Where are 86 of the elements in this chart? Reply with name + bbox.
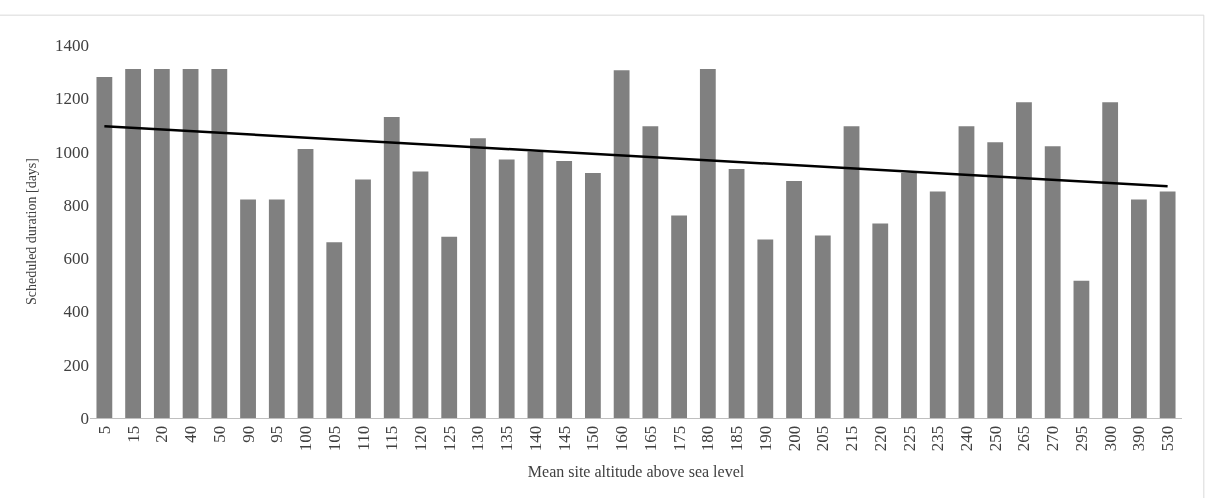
x-tick-label: 5	[94, 425, 114, 435]
y-tick-label: 1400	[55, 35, 89, 55]
x-tick-label: 530	[1158, 425, 1178, 452]
x-tick-label: 295	[1071, 425, 1091, 452]
bar	[642, 126, 659, 418]
bar	[268, 199, 285, 418]
x-tick-label: 15	[123, 425, 143, 443]
bar	[929, 191, 946, 418]
bar	[901, 172, 917, 418]
y-tick-label: 600	[63, 249, 89, 269]
bar	[1159, 191, 1176, 418]
x-tick-label: 135	[497, 425, 517, 452]
bar	[1044, 146, 1061, 418]
x-tick-label: 200	[784, 425, 804, 452]
bar	[498, 159, 515, 418]
bar	[211, 68, 228, 418]
x-tick-label: 95	[267, 425, 287, 443]
bar	[96, 76, 113, 418]
y-tick-label: 0	[80, 408, 89, 428]
bar	[1130, 199, 1147, 418]
x-tick-label: 225	[899, 425, 919, 452]
y-tick-label: 200	[63, 355, 89, 375]
y-axis-title: Scheduled duration [days]	[23, 158, 39, 305]
x-tick-label: 125	[439, 425, 459, 452]
bar	[987, 142, 1004, 418]
y-tick-label: 1200	[55, 89, 89, 109]
bar	[671, 215, 688, 418]
bar	[843, 126, 860, 418]
x-tick-label: 220	[870, 425, 890, 452]
x-tick-label: 100	[296, 425, 316, 452]
bar	[556, 160, 573, 418]
bar	[584, 172, 601, 418]
x-axis-title: Mean site altitude above sea level	[527, 463, 745, 480]
x-tick-label: 105	[324, 425, 344, 452]
x-tick-label: 165	[640, 425, 660, 452]
x-tick-label: 40	[181, 425, 201, 443]
bar	[383, 116, 400, 418]
x-tick-label: 160	[612, 425, 632, 452]
bar	[153, 68, 170, 418]
y-tick-label: 400	[63, 302, 89, 322]
x-tick-label: 175	[669, 425, 689, 452]
x-tick-label: 235	[928, 425, 948, 452]
x-tick-label: 150	[583, 425, 603, 452]
bar	[872, 223, 889, 418]
x-tick-label: 50	[209, 425, 229, 443]
bar	[613, 70, 630, 418]
bar	[728, 168, 745, 418]
x-tick-label: 130	[468, 425, 488, 452]
x-tick-label: 145	[554, 425, 574, 452]
bar	[1073, 280, 1090, 418]
x-tick-label: 270	[1043, 425, 1063, 452]
x-tick-label: 185	[727, 425, 747, 452]
bar	[1102, 102, 1119, 418]
bar	[441, 236, 458, 418]
bar	[240, 199, 256, 418]
bar	[1016, 102, 1032, 418]
x-tick-label: 110	[353, 425, 373, 451]
x-tick-label: 215	[842, 425, 862, 452]
x-tick-label: 20	[152, 425, 172, 443]
x-tick-label: 120	[410, 425, 430, 452]
bar	[527, 151, 544, 418]
bar	[182, 68, 199, 418]
bar	[958, 126, 975, 418]
bar	[814, 235, 831, 418]
x-tick-label: 390	[1129, 425, 1149, 452]
x-tick-label: 250	[985, 425, 1005, 452]
bar	[412, 171, 429, 418]
y-tick-label: 1000	[55, 142, 89, 162]
bar	[125, 68, 142, 418]
bar	[786, 180, 802, 418]
bar	[326, 242, 343, 418]
x-tick-label: 180	[698, 425, 718, 452]
x-tick-label: 205	[813, 425, 833, 452]
x-tick-label: 140	[525, 425, 545, 452]
bar	[355, 179, 371, 418]
x-tick-label: 90	[238, 425, 258, 443]
y-tick-label: 800	[63, 195, 89, 215]
bar	[297, 148, 314, 418]
x-tick-label: 300	[1100, 425, 1120, 452]
x-tick-label: 265	[1014, 425, 1034, 452]
x-tick-label: 115	[382, 425, 402, 451]
bar	[757, 239, 774, 418]
bar	[470, 138, 486, 418]
bar	[699, 68, 716, 418]
x-tick-label: 190	[755, 425, 775, 452]
x-tick-label: 240	[956, 425, 976, 452]
